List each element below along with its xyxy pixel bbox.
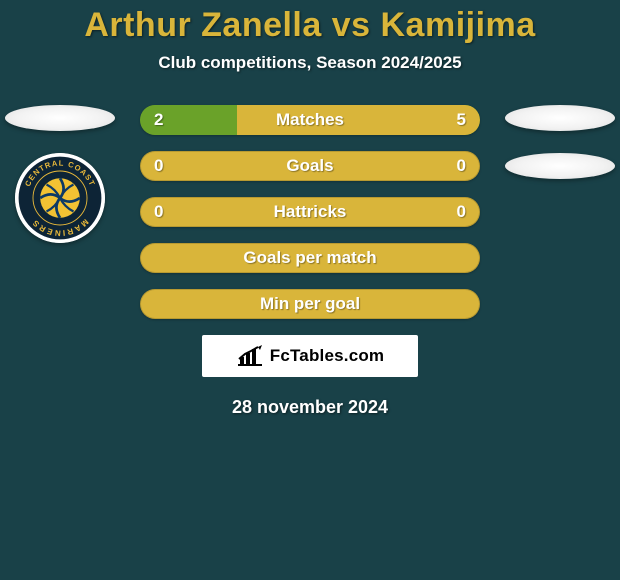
player-left-avatar-placeholder bbox=[5, 105, 115, 131]
player-left-column: CENTRAL COAST MARINERS bbox=[0, 105, 120, 243]
stat-value-left: 0 bbox=[154, 197, 163, 227]
stat-label: Min per goal bbox=[140, 289, 480, 319]
stat-label: Hattricks bbox=[140, 197, 480, 227]
page-subtitle: Club competitions, Season 2024/2025 bbox=[0, 53, 620, 73]
player-right-avatar-placeholder bbox=[505, 105, 615, 131]
comparison-bars: Matches25Goals00Hattricks00Goals per mat… bbox=[140, 105, 480, 319]
stat-label: Goals bbox=[140, 151, 480, 181]
player-right-club-placeholder bbox=[505, 153, 615, 179]
brand-text: FcTables.com bbox=[270, 346, 385, 366]
comparison-area: CENTRAL COAST MARINERS Matches25Goals00H… bbox=[0, 105, 620, 418]
stat-label: Goals per match bbox=[140, 243, 480, 273]
stat-value-right: 0 bbox=[457, 197, 466, 227]
stat-row-goals: Goals0 0 bbox=[140, 151, 480, 181]
brand-box: FcTables.com bbox=[202, 335, 418, 377]
stat-value-right: 0 bbox=[457, 151, 466, 181]
brand-chart-icon bbox=[236, 345, 264, 367]
stat-row-hattricks: Hattricks0 0 bbox=[140, 197, 480, 227]
stat-row-min-per-goal: Min per goal bbox=[140, 289, 480, 319]
stat-value-left: 2 bbox=[154, 105, 163, 135]
stat-value-right: 5 bbox=[457, 105, 466, 135]
player-left-club-badge: CENTRAL COAST MARINERS bbox=[15, 153, 105, 243]
page-title: Arthur Zanella vs Kamijima bbox=[0, 0, 620, 45]
stat-row-goals-per-match: Goals per match bbox=[140, 243, 480, 273]
player-right-column bbox=[500, 105, 620, 201]
stat-row-matches: Matches2 5 bbox=[140, 105, 480, 135]
stat-value-left: 0 bbox=[154, 151, 163, 181]
stat-label: Matches bbox=[140, 105, 480, 135]
mariners-badge-svg: CENTRAL COAST MARINERS bbox=[15, 153, 105, 243]
date-text: 28 november 2024 bbox=[0, 397, 620, 418]
